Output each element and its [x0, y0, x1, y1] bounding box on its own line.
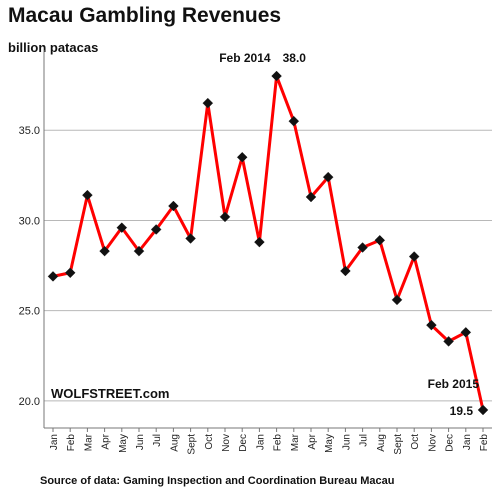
- x-tick-label: Oct: [204, 434, 215, 450]
- data-point: [426, 319, 437, 331]
- data-point: [408, 251, 420, 262]
- x-tick-label: Mar: [290, 433, 301, 451]
- data-point: [47, 271, 59, 282]
- data-point: [340, 265, 351, 277]
- x-tick-label: Jan: [49, 434, 60, 450]
- x-tick-label: Aug: [376, 434, 387, 452]
- data-point: [254, 236, 265, 248]
- data-point: [477, 404, 489, 416]
- x-tick-label: Jan: [255, 434, 266, 450]
- x-tick-label: Sept: [187, 434, 198, 455]
- data-point: [64, 267, 76, 279]
- data-point: [99, 245, 110, 257]
- annotation-value: 19.5: [450, 404, 474, 418]
- x-tick-label: Sept: [393, 434, 404, 455]
- x-tick-label: Aug: [169, 434, 180, 452]
- x-tick-label: Jun: [341, 434, 352, 450]
- x-tick-label: Feb: [66, 434, 77, 452]
- data-point: [443, 336, 454, 347]
- data-point: [460, 326, 472, 338]
- y-tick-label: 35.0: [19, 125, 40, 137]
- data-point: [168, 200, 179, 212]
- source-note: Source of data: Gaming Inspection and Co…: [40, 475, 395, 487]
- y-axis-unit-label: billion patacas: [8, 40, 99, 55]
- data-point: [322, 171, 334, 183]
- data-point: [391, 294, 403, 306]
- x-tick-label: Jul: [359, 434, 370, 447]
- data-point: [185, 233, 196, 244]
- x-tick-label: Nov: [427, 434, 438, 452]
- data-point: [116, 222, 128, 234]
- data-point: [288, 115, 300, 127]
- data-point: [202, 97, 214, 109]
- watermark-label: WOLFSTREET.com: [51, 386, 169, 401]
- x-tick-label: Jan: [462, 434, 473, 450]
- chart-title: Macau Gambling Revenues: [8, 4, 282, 27]
- x-tick-label: May: [118, 434, 129, 453]
- x-tick-label: Dec: [238, 434, 249, 452]
- x-tick-label: Mar: [83, 433, 94, 451]
- data-point: [82, 189, 93, 201]
- x-tick-label: Nov: [221, 434, 232, 452]
- data-point: [374, 234, 386, 246]
- x-tick-label: Jun: [135, 434, 146, 450]
- y-tick-label: 30.0: [19, 215, 40, 227]
- x-tick-label: Feb: [273, 434, 284, 452]
- x-tick-label: May: [324, 434, 335, 453]
- data-point: [133, 245, 145, 257]
- data-point: [271, 70, 282, 82]
- x-tick-label: Apr: [101, 433, 112, 449]
- annotation-value: 38.0: [283, 51, 307, 65]
- data-point: [305, 191, 317, 203]
- annotation-label: Feb 2015: [428, 377, 480, 391]
- x-tick-label: Oct: [410, 434, 421, 450]
- x-tick-label: Feb: [479, 434, 490, 452]
- data-point: [150, 224, 162, 235]
- y-tick-label: 20.0: [19, 396, 40, 408]
- data-point: [219, 211, 231, 223]
- data-point: [357, 242, 368, 253]
- annotation-label: Feb 2014: [219, 51, 271, 65]
- y-tick-label: 25.0: [19, 306, 40, 318]
- series-line: [52, 74, 485, 411]
- x-tick-label: Dec: [445, 434, 456, 452]
- x-tick-label: Jul: [152, 434, 163, 447]
- data-point: [236, 151, 248, 163]
- x-tick-label: Apr: [307, 433, 318, 449]
